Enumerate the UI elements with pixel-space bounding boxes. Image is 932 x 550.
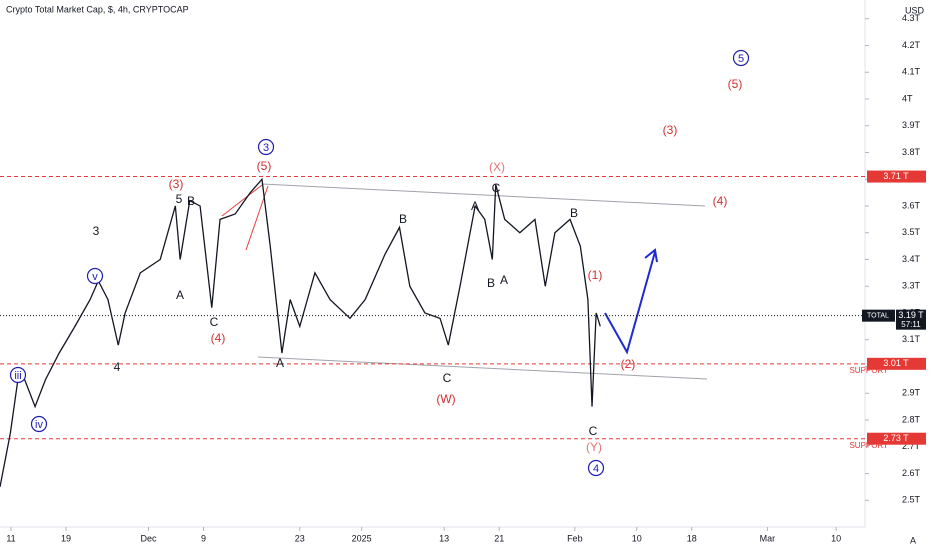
projection-arrow xyxy=(604,251,656,355)
x-tick-label: Dec xyxy=(141,533,158,543)
wave-label: 5 xyxy=(738,53,744,65)
x-tick-label: 13 xyxy=(439,533,449,543)
y-tick-label: 3.5T xyxy=(902,227,921,237)
y-tick-label: 3.9T xyxy=(902,120,921,130)
wave-label: iii xyxy=(14,370,21,382)
y-tick-label: 3.4T xyxy=(902,254,921,264)
x-tick-label: 23 xyxy=(295,533,305,543)
wedge-line xyxy=(221,184,263,217)
level-box xyxy=(867,432,926,445)
wave-label: A xyxy=(471,199,479,213)
y-tick-label: 3.8T xyxy=(902,147,921,157)
wave-label: C xyxy=(589,424,598,438)
y-tick-label: 4.3T xyxy=(902,13,921,23)
channel-upper xyxy=(261,183,706,207)
wave-label: v xyxy=(92,271,98,283)
x-tick-label: 9 xyxy=(201,533,206,543)
wave-label: 3 xyxy=(93,224,100,238)
y-tick-label: 4T xyxy=(902,93,913,103)
level-label: 3.71 T xyxy=(883,171,909,181)
wave-label: B xyxy=(399,212,407,226)
wave-label: C xyxy=(443,371,452,385)
x-tick-label: 21 xyxy=(494,533,504,543)
wave-label: A xyxy=(276,356,284,370)
wave-label: (Y) xyxy=(586,440,602,454)
wave-circle xyxy=(30,415,48,433)
x-tick-label: 11 xyxy=(6,533,15,543)
wave-label: (5) xyxy=(257,159,272,173)
plot: 2.5T2.6T2.7T2.8T2.9T3T3.1T3.2T3.3T3.4T3.… xyxy=(0,13,926,543)
wave-label: C xyxy=(492,181,501,195)
wave-label: (3) xyxy=(663,123,678,137)
level-name: SUPPORT xyxy=(849,441,888,450)
chart-title: Crypto Total Market Cap, $, 4h, CRYPTOCA… xyxy=(6,4,189,14)
wave-label: (4) xyxy=(713,194,728,208)
corner-label: A xyxy=(910,535,916,545)
wave-circle xyxy=(9,366,27,384)
wave-label: (2) xyxy=(621,357,636,371)
y-tick-label: 2.9T xyxy=(902,388,921,398)
wave-label: A xyxy=(176,288,184,302)
wave-label: A xyxy=(500,273,508,287)
wave-circle xyxy=(257,138,275,156)
wave-label: 4 xyxy=(114,360,121,374)
price-line xyxy=(0,177,601,487)
y-tick-label: 4.2T xyxy=(902,40,921,50)
wave-circle xyxy=(86,267,104,285)
channel-lower xyxy=(257,356,708,380)
y-tick-label: 3.6T xyxy=(902,200,921,210)
level-name: SUPPORT xyxy=(849,366,888,375)
level-box xyxy=(867,170,926,183)
level-box xyxy=(867,357,926,370)
wave-label: B xyxy=(187,194,195,208)
y-tick-label: 4.1T xyxy=(902,67,921,77)
wave-label: C xyxy=(210,315,219,329)
current-price-box xyxy=(896,309,926,330)
x-tick-label: 10 xyxy=(632,533,642,543)
level-label: 2.73 T xyxy=(883,433,909,443)
current-name-box xyxy=(862,309,895,322)
wave-label: B xyxy=(570,206,578,220)
countdown: 57:11 xyxy=(901,320,921,329)
y-tick-label: 2.5T xyxy=(902,495,921,505)
wave-label: (5) xyxy=(728,77,743,91)
arrow-head xyxy=(644,248,658,263)
y-tick-label: 3.1T xyxy=(902,334,921,344)
current-price: 3.19 T xyxy=(898,310,924,320)
x-tick-label: 10 xyxy=(831,533,841,543)
wave-circle xyxy=(587,459,605,477)
wave-label: (W) xyxy=(436,392,455,406)
wave-label: 5 xyxy=(176,192,183,206)
wave-label: 4 xyxy=(593,463,599,475)
y-tick-label: 2.6T xyxy=(902,468,921,478)
wave-label: (X) xyxy=(489,160,505,174)
wave-label: (3) xyxy=(169,177,184,191)
wave-label: B xyxy=(487,276,495,290)
y-tick-label: 2.7T xyxy=(902,441,921,451)
x-tick-label: Mar xyxy=(760,533,776,543)
x-tick-label: Feb xyxy=(567,533,583,543)
wave-label: (1) xyxy=(588,268,603,282)
x-tick-label: 19 xyxy=(61,533,71,543)
currency: USD xyxy=(905,5,925,15)
wave-circle xyxy=(732,49,750,67)
y-tick-label: 2.8T xyxy=(902,414,921,424)
wave-label: iv xyxy=(35,419,43,431)
wave-label: (4) xyxy=(211,331,226,345)
current-name: TOTAL xyxy=(867,313,889,320)
x-tick-label: 18 xyxy=(687,533,697,543)
x-tick-label: 2025 xyxy=(352,533,372,543)
wave-label: 3 xyxy=(263,142,269,154)
y-tick-label: 3.3T xyxy=(902,281,921,291)
level-label: 3.01 T xyxy=(883,358,909,368)
